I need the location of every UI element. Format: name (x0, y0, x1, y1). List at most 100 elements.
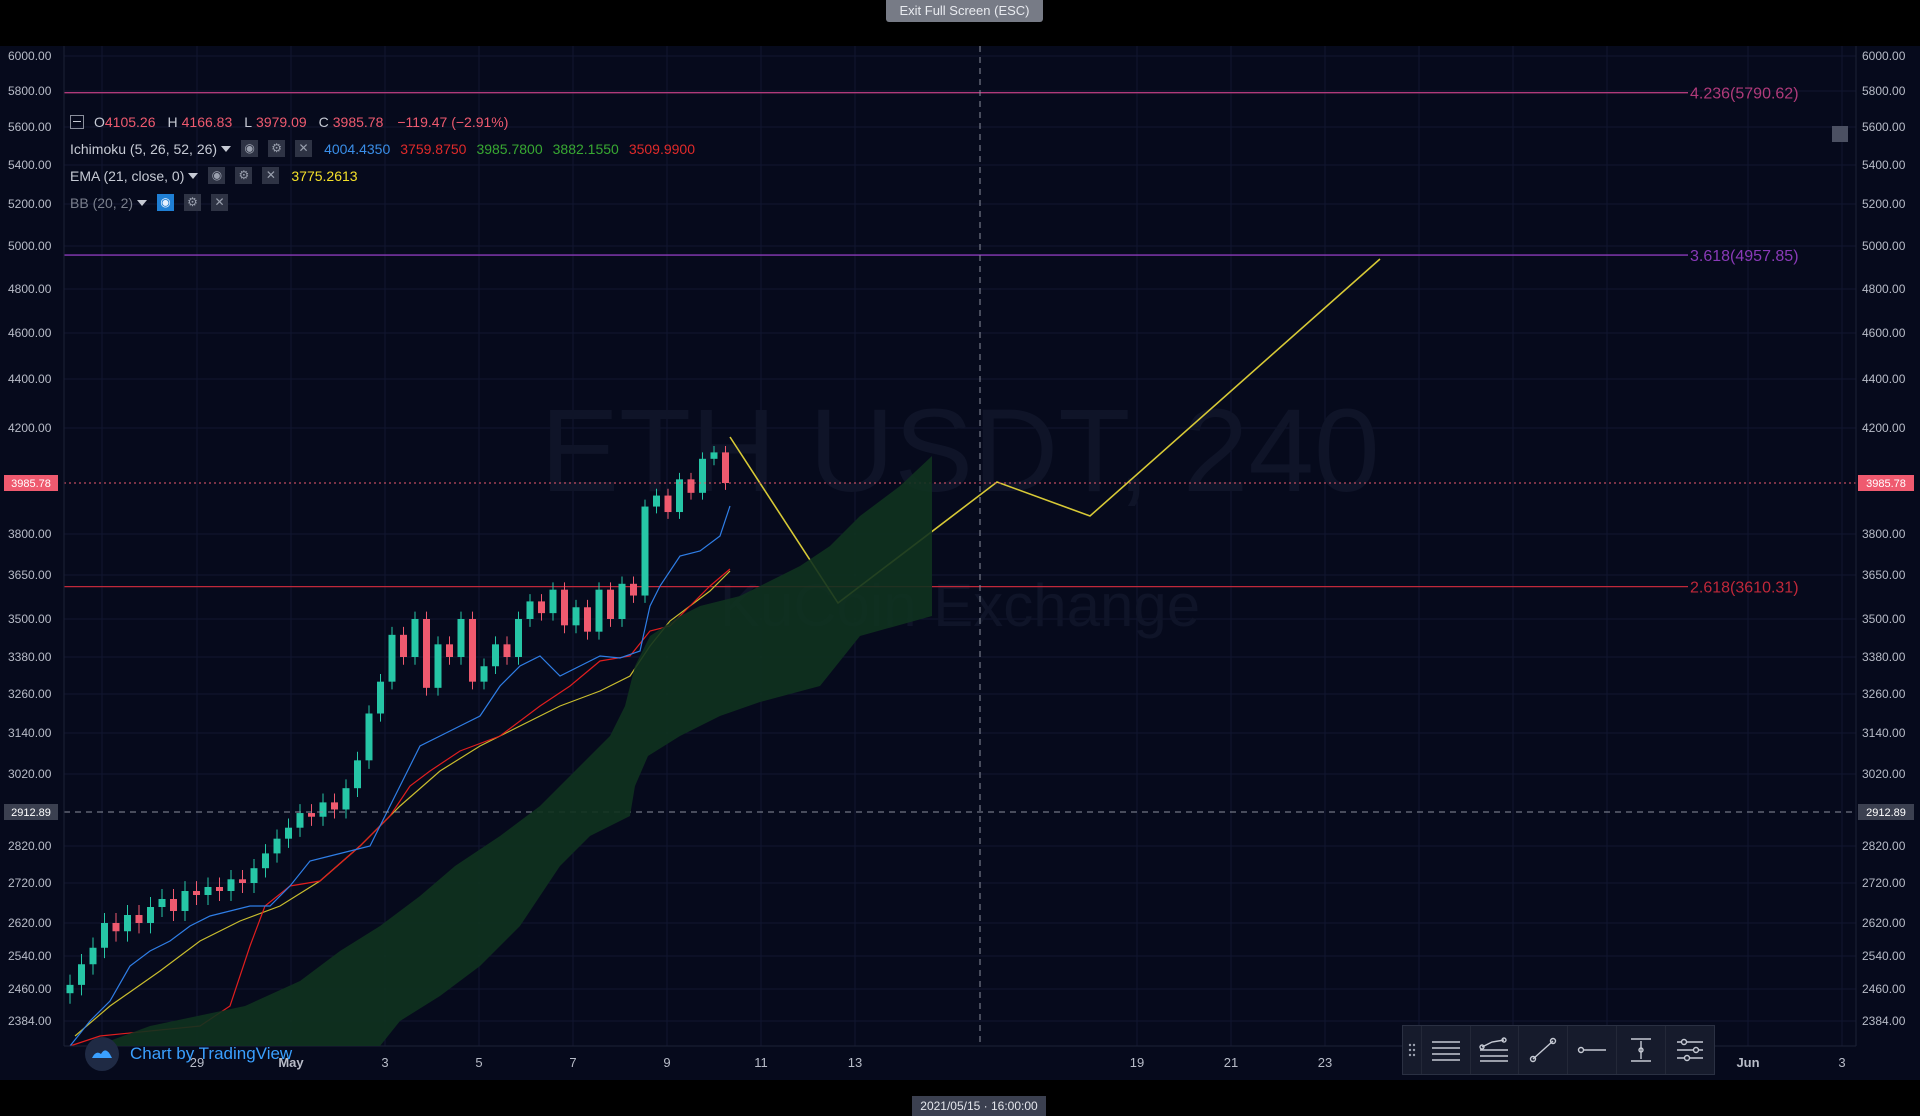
time-tick: 11 (754, 1055, 768, 1070)
candle-body (388, 634, 396, 682)
eye-off-icon[interactable]: ◉ (157, 194, 175, 211)
candle-body (480, 666, 488, 682)
chevron-down-icon[interactable] (188, 172, 199, 179)
ema-row: EMA (21, close, 0) ◉ ⚙ ✕ 3775.2613 (70, 162, 705, 189)
time-tick: 9 (663, 1055, 670, 1070)
candle-body (354, 760, 361, 789)
object-tree-icon[interactable] (1832, 126, 1848, 142)
candle-body (687, 479, 695, 493)
eye-icon[interactable]: ◉ (241, 140, 259, 157)
candle-body (526, 601, 534, 619)
crosshair-price-tag-right (1858, 804, 1914, 820)
candle-body (78, 964, 85, 985)
time-tick: 19 (1130, 1055, 1144, 1070)
multi-line-tool-icon[interactable] (1469, 1026, 1519, 1074)
time-tick: Jun (1736, 1055, 1759, 1070)
exit-fullscreen-button[interactable]: Exit Full Screen (ESC) (886, 0, 1043, 22)
price-tick-right: 3650.00 (1862, 568, 1906, 582)
candle-body (584, 607, 591, 632)
crosshair: 3985.78 3985.78 2912.89 2912.89 (4, 46, 1914, 1046)
candle-body (296, 813, 304, 828)
ichimoku-v4: 3882.1550 (552, 140, 619, 157)
candle-body (664, 495, 672, 513)
candle-body (699, 458, 706, 493)
candle-body (423, 619, 430, 688)
candle-body (377, 681, 384, 714)
ohlc-row: O4105.26 H 4166.83 L 3979.09 C 3985.78 −119… (70, 108, 705, 135)
projection-path[interactable] (729, 258, 1381, 605)
candle-body (434, 644, 442, 688)
candle-body (411, 619, 419, 657)
drawing-toolbar (1402, 1025, 1715, 1075)
kijun-line (69, 568, 731, 1047)
price-tick-left: 5400.00 (8, 158, 52, 172)
price-chart[interactable]: ETH USDT, 240 KuCoin Exchange 4.236(5790… (0, 46, 1920, 1080)
fib-label: 3.618(4957.85) (1690, 248, 1799, 265)
price-tick-left: 2620.00 (8, 916, 52, 930)
time-tick: 5 (475, 1055, 482, 1070)
chevron-down-icon[interactable] (221, 145, 232, 152)
price-tick-right: 6000.00 (1862, 49, 1906, 63)
price-tick-left: 2460.00 (8, 982, 52, 996)
candle-body (653, 495, 660, 507)
price-tick-left: 2540.00 (8, 949, 52, 963)
drag-handle-icon[interactable] (1403, 1026, 1421, 1074)
chevron-down-icon[interactable] (137, 199, 148, 206)
chart-area[interactable]: ETH USDT, 240 KuCoin Exchange 4.236(5790… (0, 46, 1920, 1116)
time-tick: 21 (1224, 1055, 1238, 1070)
price-tick-right: 2540.00 (1862, 949, 1906, 963)
crosshair-date-label: 2021/05/15 · 16:00:00 (912, 1096, 1046, 1116)
price-tick-right: 5600.00 (1862, 120, 1906, 134)
price-axis[interactable]: 6000.00 6000.00 5800.00 5800.00 5600.00 5600.… (8, 46, 1906, 1046)
ema-name[interactable]: EMA (21, close, 0) (70, 167, 185, 184)
close-icon[interactable]: ✕ (262, 167, 280, 184)
trend-line-tool-icon[interactable] (1518, 1026, 1567, 1074)
fib-label: 4.236(5790.62) (1690, 86, 1799, 103)
close-icon[interactable]: ✕ (295, 140, 313, 157)
candle-body (446, 644, 453, 657)
candle-body (193, 891, 200, 895)
projection-line[interactable] (729, 258, 1381, 605)
price-tick-right: 3020.00 (1862, 767, 1906, 781)
candle-body (308, 813, 315, 817)
price-tick-right: 5400.00 (1862, 158, 1906, 172)
candle-body (158, 899, 166, 907)
crosshair-price-tag-left-text: 2912.89 (11, 807, 51, 819)
tradingview-badge[interactable]: Chart by TradingView (84, 1036, 292, 1072)
bb-row: BB (20, 2) ◉ ⚙ ✕ (70, 189, 705, 216)
candle-body (722, 452, 729, 483)
horizontal-lines-tool-icon[interactable] (1420, 1026, 1470, 1074)
price-tick-right: 2384.00 (1862, 1014, 1906, 1028)
price-tick-left: 5200.00 (8, 197, 52, 211)
gear-icon[interactable]: ⚙ (235, 167, 253, 184)
time-tick: 29 (190, 1055, 204, 1070)
candle-body (400, 634, 407, 657)
fibonacci-levels[interactable]: 4.236(5790.62) 3.618(4957.85) 2.618(3610.3… (64, 86, 1799, 597)
candle-body (204, 887, 212, 895)
price-tick-left: 3140.00 (8, 726, 52, 740)
gear-icon[interactable]: ⚙ (268, 140, 286, 157)
ichimoku-v2: 3759.8750 (400, 140, 467, 157)
eye-icon[interactable]: ◉ (208, 167, 226, 184)
price-tick-right: 5800.00 (1862, 84, 1906, 98)
price-tick-left: 6000.00 (8, 49, 52, 63)
current-price-tag-right (1858, 475, 1914, 491)
price-tick-right: 3140.00 (1862, 726, 1906, 740)
price-tick-left: 4800.00 (8, 282, 52, 296)
gear-icon[interactable]: ⚙ (184, 194, 202, 211)
close-label: C 3985.78 (318, 113, 384, 130)
ichimoku-name[interactable]: Ichimoku (5, 26, 52, 26) (70, 140, 218, 157)
time-tick: 23 (1318, 1055, 1332, 1070)
candle-body (618, 583, 626, 619)
indicator-legend: O4105.26 H 4166.83 L 3979.09 C 3985.78 −119… (70, 108, 705, 216)
settings-sliders-icon[interactable] (1665, 1026, 1714, 1074)
horizontal-ray-tool-icon[interactable] (1567, 1026, 1616, 1074)
bb-name[interactable]: BB (20, 2) (70, 194, 134, 211)
candle-body (365, 713, 373, 761)
candle-body (319, 802, 327, 817)
tradingview-text: Chart by TradingView (130, 1044, 293, 1063)
collapse-legend-icon[interactable] (70, 114, 84, 129)
close-icon[interactable]: ✕ (211, 194, 229, 211)
time-tick: 3 (381, 1055, 388, 1070)
vertical-measure-tool-icon[interactable] (1616, 1026, 1665, 1074)
